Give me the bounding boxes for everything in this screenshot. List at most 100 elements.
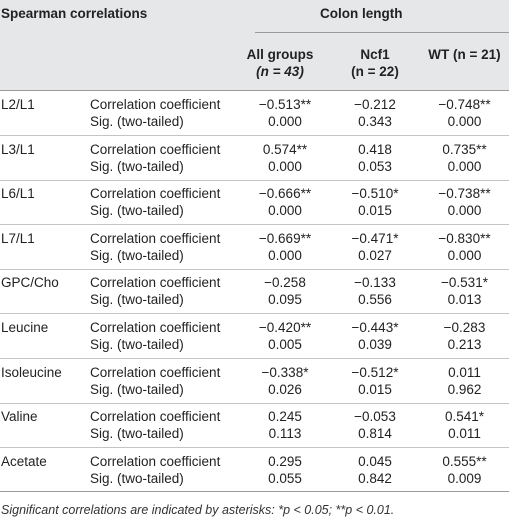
wt-coefficient-cell: −0.830** [438,231,491,246]
wt-significance-cell: 0.000 [447,159,482,174]
stat-label-significance: Sig. (two-tailed) [90,337,184,352]
table-header: Spearman correlations Colon length All g… [0,0,509,90]
row-label: Leucine [1,320,49,335]
ncf1-coefficient-cell: −0.443* [351,320,399,335]
stat-label-coefficient: Correlation coefficient [90,231,221,246]
header-ncf1-n: (n = 22) [351,64,399,79]
stat-label-coefficient: Correlation coefficient [90,454,221,469]
wt-significance-cell: 0.000 [447,248,482,263]
header-bottom-rule [0,90,509,91]
all-significance-cell: 0.000 [268,248,302,263]
header-wt: WT (n = 21) [428,47,501,62]
stat-label-coefficient: Correlation coefficient [90,320,221,335]
wt-significance-cell: 0.009 [447,471,482,486]
row-divider [0,313,509,314]
ncf1-significance-cell: 0.015 [358,382,392,397]
wt-coefficient-cell: 0.011 [448,365,481,380]
row-label: L6/L1 [1,186,35,201]
wt-significance-cell: 0.000 [447,203,482,218]
wt-significance-cell: 0.962 [447,382,482,397]
header-spearman: Spearman correlations [1,6,148,21]
stat-label-significance: Sig. (two-tailed) [90,471,184,486]
wt-significance-cell: 0.000 [447,114,482,129]
ncf1-significance-cell: 0.343 [358,114,392,129]
stat-label-coefficient: Correlation coefficient [90,275,221,290]
ncf1-coefficient-cell: −0.212 [354,97,396,112]
all-coefficient-cell: −0.666** [258,186,312,201]
ncf1-significance-cell: 0.814 [358,426,392,441]
all-significance-cell: 0.095 [268,292,302,307]
table-bottom-rule [0,491,509,492]
header-ncf1: Ncf1 [360,47,390,62]
ncf1-significance-cell: 0.556 [358,292,392,307]
row-label: Isoleucine [1,365,62,380]
stat-label-significance: Sig. (two-tailed) [90,114,184,129]
ncf1-coefficient-cell: 0.418 [358,142,392,157]
row-label: Valine [1,409,38,424]
stat-label-coefficient: Correlation coefficient [90,142,221,157]
row-label: Acetate [1,454,47,469]
all-coefficient-cell: 0.245 [268,409,302,424]
wt-coefficient-cell: −0.748** [438,97,491,112]
stat-label-significance: Sig. (two-tailed) [90,382,184,397]
ncf1-significance-cell: 0.039 [358,337,392,352]
wt-coefficient-cell: −0.531* [441,275,488,290]
all-coefficient-cell: −0.338* [261,365,309,380]
stat-label-coefficient: Correlation coefficient [90,186,221,201]
all-coefficient-cell: −0.513** [258,97,312,112]
row-divider [0,224,509,225]
row-label: L7/L1 [1,231,35,246]
wt-significance-cell: 0.213 [447,337,482,352]
stat-label-significance: Sig. (two-tailed) [90,203,184,218]
all-significance-cell: 0.055 [268,471,302,486]
wt-coefficient-cell: −0.283 [443,320,486,335]
ncf1-coefficient-cell: 0.045 [358,454,392,469]
stat-label-coefficient: Correlation coefficient [90,409,221,424]
wt-coefficient-cell: −0.738** [438,186,491,201]
all-significance-cell: 0.113 [268,426,302,441]
stat-label-coefficient: Correlation coefficient [90,97,221,112]
footnote: Significant correlations are indicated b… [1,503,395,517]
all-significance-cell: 0.026 [268,382,302,397]
ncf1-coefficient-cell: −0.133 [354,275,396,290]
row-label: L3/L1 [1,142,35,157]
stat-label-significance: Sig. (two-tailed) [90,159,184,174]
stat-label-significance: Sig. (two-tailed) [90,248,184,263]
all-coefficient-cell: 0.574** [262,142,308,157]
ncf1-significance-cell: 0.015 [358,203,392,218]
wt-coefficient-cell: 0.555** [442,454,487,469]
stat-label-significance: Sig. (two-tailed) [90,292,184,307]
row-divider [0,180,509,181]
ncf1-coefficient-cell: −0.512* [351,365,399,380]
header-colon-length: Colon length [320,6,403,21]
all-significance-cell: 0.000 [268,203,302,218]
all-significance-cell: 0.000 [268,159,302,174]
wt-significance-cell: 0.013 [447,292,482,307]
row-divider [0,269,509,270]
all-coefficient-cell: −0.258 [264,275,306,290]
ncf1-coefficient-cell: −0.053 [354,409,396,424]
header-all-groups-n: (n = 43) [256,64,304,79]
ncf1-significance-cell: 0.842 [358,471,392,486]
ncf1-significance-cell: 0.027 [358,248,392,263]
all-coefficient-cell: 0.295 [268,454,302,469]
row-divider [0,358,509,359]
all-significance-cell: 0.005 [268,337,302,352]
wt-coefficient-cell: 0.541* [444,409,485,424]
row-divider [0,135,509,136]
row-divider [0,447,509,448]
row-divider [0,403,509,404]
row-label: GPC/Cho [1,275,59,290]
all-coefficient-cell: −0.669** [258,231,312,246]
all-coefficient-cell: −0.420** [258,320,312,335]
ncf1-coefficient-cell: −0.510* [351,186,399,201]
header-all-groups: All groups [246,47,314,62]
stat-label-coefficient: Correlation coefficient [90,365,221,380]
stat-label-significance: Sig. (two-tailed) [90,426,184,441]
all-significance-cell: 0.000 [268,114,302,129]
ncf1-significance-cell: 0.053 [358,159,392,174]
header-divider [255,32,509,33]
wt-coefficient-cell: 0.735** [442,142,487,157]
row-label: L2/L1 [1,97,35,112]
